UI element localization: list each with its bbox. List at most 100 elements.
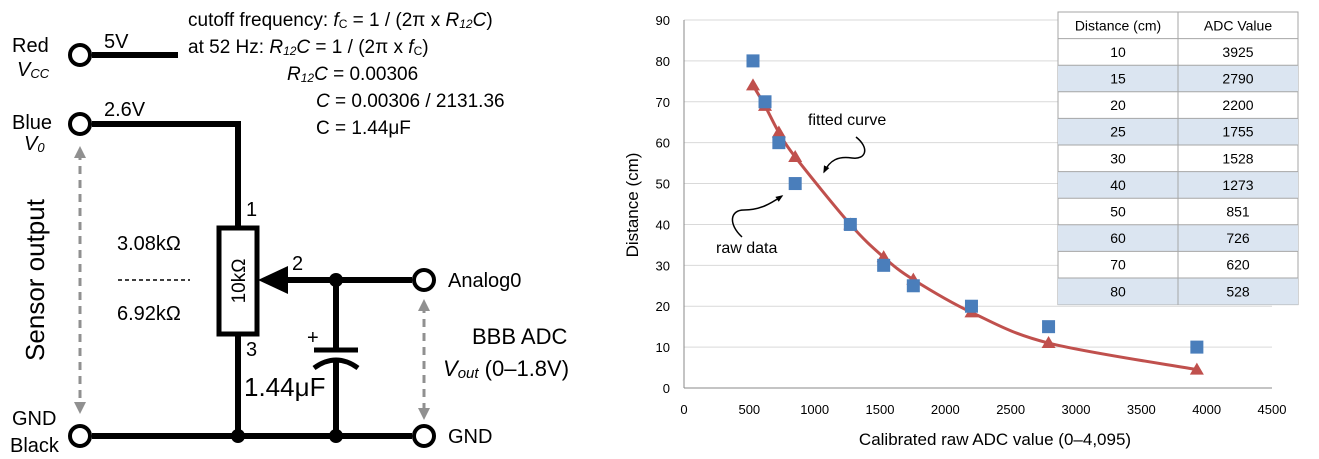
label-cap-plus: + xyxy=(307,327,319,349)
table-cell: 15 xyxy=(1110,71,1126,87)
junction-dot xyxy=(329,273,343,287)
table-cell: 25 xyxy=(1110,124,1126,140)
terminal-vcc xyxy=(68,43,92,67)
terminal-analog0 xyxy=(412,268,436,292)
table-cell: 528 xyxy=(1226,283,1250,299)
circuit-schematic xyxy=(92,52,412,439)
label-black: Black xyxy=(10,435,60,457)
distance-vs-adc-chart: 0 10 20 30 40 50 60 70 80 90 0 500 1000 1500 2000 2500 3… xyxy=(623,11,1299,449)
fitted-curve-line xyxy=(751,84,1198,372)
table-cell: 1755 xyxy=(1222,124,1253,140)
equation-line-2: at 52 Hz: R12C = 1 / (2π x fC) xyxy=(188,37,429,58)
table-cell: 10 xyxy=(1110,44,1126,60)
label-pin2: 2 xyxy=(292,253,303,275)
table-cell: 70 xyxy=(1110,257,1126,273)
annotation-raw-arrow xyxy=(731,195,784,238)
label-upper-resistance: 3.08kΩ xyxy=(117,233,181,255)
terminal-gnd-left xyxy=(68,424,92,448)
y-tick-label: 90 xyxy=(656,13,670,28)
y-tick-label: 10 xyxy=(656,340,670,355)
table-cell: 1528 xyxy=(1222,150,1253,166)
x-tick-label: 2500 xyxy=(996,402,1025,417)
table-cell: 1273 xyxy=(1222,177,1253,193)
raw-data-point-marker xyxy=(877,258,891,272)
terminal-v0 xyxy=(68,112,92,136)
table-cell: 40 xyxy=(1110,177,1126,193)
table-cell: 2200 xyxy=(1222,97,1253,113)
label-lower-resistance: 6.92kΩ xyxy=(117,303,181,325)
label-blue: Blue xyxy=(12,112,52,134)
table-cell: 620 xyxy=(1226,257,1250,273)
annotation-fitted-curve: fitted curve xyxy=(808,112,886,129)
label-5v: 5V xyxy=(104,31,129,53)
label-analog0: Analog0 xyxy=(448,270,521,292)
y-axis-label: Distance (cm) xyxy=(623,153,642,258)
equation-line-3: R12C = 0.00306 xyxy=(287,64,418,85)
x-tick-label: 1500 xyxy=(866,402,895,417)
y-tick-label: 30 xyxy=(656,258,670,273)
junction-dot xyxy=(329,429,343,443)
y-tick-label: 20 xyxy=(656,299,670,314)
raw-data-point-marker xyxy=(772,136,786,150)
y-tick-label: 0 xyxy=(663,381,670,396)
fitted-point-marker xyxy=(771,125,786,138)
terminal-gnd-right xyxy=(412,424,436,448)
x-tick-label: 500 xyxy=(738,402,760,417)
label-vcc: VCC xyxy=(17,59,50,81)
fitted-point-marker xyxy=(1041,336,1056,349)
x-tick-label: 3000 xyxy=(1062,402,1091,417)
label-gnd: GND xyxy=(12,408,56,430)
table-cell: 2790 xyxy=(1222,71,1253,87)
fitted-point-marker xyxy=(1189,362,1204,375)
capacitor-plate-bottom xyxy=(312,357,360,371)
fitted-point-marker xyxy=(745,78,760,91)
raw-data-point-marker xyxy=(1190,340,1204,354)
x-tick-label: 0 xyxy=(680,402,687,417)
equation-line-5: C = 1.44μF xyxy=(316,118,411,139)
raw-data-point-marker xyxy=(906,279,920,293)
label-pin3: 3 xyxy=(246,339,257,361)
raw-data-point-marker xyxy=(746,54,760,68)
x-tick-label: 4500 xyxy=(1258,402,1287,417)
table-cell: 726 xyxy=(1226,230,1250,246)
table-cell: 60 xyxy=(1110,230,1126,246)
tick-labels: 0 10 20 30 40 50 60 70 80 90 0 500 1000 1500 2000 2500 3… xyxy=(656,13,1287,417)
y-tick-label: 60 xyxy=(656,136,670,151)
table-cell: 3925 xyxy=(1222,44,1253,60)
annotation-fitted-arrow xyxy=(823,136,866,174)
table-cell: 30 xyxy=(1110,150,1126,166)
label-red: Red xyxy=(12,35,49,57)
fitted-point-marker xyxy=(788,149,803,162)
label-gnd-right: GND xyxy=(448,426,492,448)
label-potentiometer: 10kΩ xyxy=(229,259,250,304)
equation-line-4: C = 0.00306 / 2131.36 xyxy=(316,91,505,112)
table-cell: 50 xyxy=(1110,204,1126,220)
table-cell: 851 xyxy=(1226,204,1250,220)
x-tick-label: 2000 xyxy=(931,402,960,417)
annotation-raw-data: raw data xyxy=(716,240,777,257)
y-tick-label: 50 xyxy=(656,177,670,192)
label-sensor-output: Sensor output xyxy=(20,198,50,361)
raw-data-point-marker xyxy=(788,177,802,191)
y-tick-label: 80 xyxy=(656,54,670,69)
x-tick-label: 1000 xyxy=(800,402,829,417)
label-2v6: 2.6V xyxy=(104,99,146,121)
x-axis-label: Calibrated raw ADC value (0–4,095) xyxy=(859,430,1131,449)
raw-data-point-marker xyxy=(1042,320,1056,334)
table-header: ADC Value xyxy=(1204,17,1272,33)
table-cell: 80 xyxy=(1110,283,1126,299)
raw-data-point-marker xyxy=(964,299,978,313)
label-v0: V0 xyxy=(24,133,45,155)
label-capacitance: 1.44μF xyxy=(244,372,325,402)
raw-data-point-marker xyxy=(758,95,772,109)
data-table: Distance (cm) ADC Value 10 3925 15 2790 20 2200… xyxy=(1057,11,1299,306)
wiper-arrowhead xyxy=(258,266,288,294)
table-cell: 20 xyxy=(1110,97,1126,113)
junction-dot xyxy=(231,429,245,443)
x-tick-label: 3500 xyxy=(1127,402,1156,417)
label-vout: Vout (0–1.8V) xyxy=(443,356,569,382)
y-tick-label: 40 xyxy=(656,217,670,232)
raw-data-point-marker xyxy=(843,217,857,231)
table-header: Distance (cm) xyxy=(1075,17,1161,33)
